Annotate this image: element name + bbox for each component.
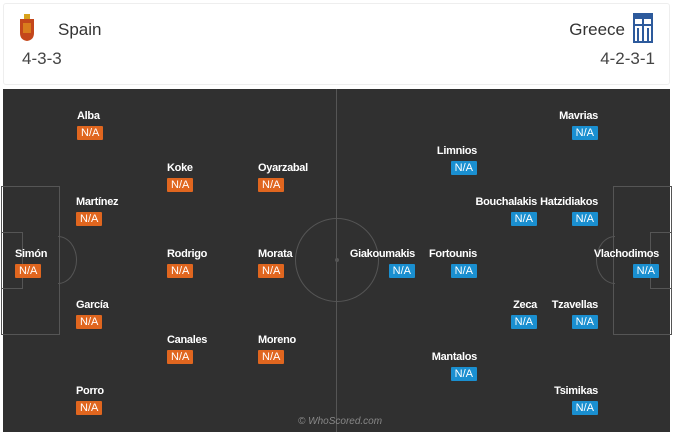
player-name[interactable]: Mantalos xyxy=(431,351,478,363)
center-circle xyxy=(295,218,379,302)
player-rating-badge: N/A xyxy=(632,264,659,278)
player-rating-badge: N/A xyxy=(258,264,285,278)
player-rating-badge: N/A xyxy=(167,178,194,192)
spain-crest-icon xyxy=(20,14,34,41)
player-name[interactable]: Simón xyxy=(15,248,48,260)
away-player[interactable]: Bouchalakis N/A xyxy=(475,195,537,226)
home-team-name[interactable]: Spain xyxy=(58,20,102,39)
player-name[interactable]: Porro xyxy=(76,385,104,397)
away-player[interactable]: Hatzidiakos N/A xyxy=(540,195,598,226)
home-player[interactable]: Simón N/A xyxy=(15,247,47,278)
player-name[interactable]: Vlachodimos xyxy=(593,248,659,260)
player-name[interactable]: García xyxy=(76,299,109,311)
player-rating-badge: N/A xyxy=(76,212,103,226)
player-name[interactable]: Giakoumakis xyxy=(349,248,415,260)
home-player[interactable]: Moreno N/A xyxy=(258,333,296,364)
home-player[interactable]: Rodrigo N/A xyxy=(167,247,207,278)
player-name[interactable]: Canales xyxy=(167,334,208,346)
player-name[interactable]: Limnios xyxy=(436,145,477,157)
player-rating-badge: N/A xyxy=(450,161,477,175)
away-player[interactable]: Mantalos N/A xyxy=(432,350,477,381)
home-player[interactable]: Oyarzabal N/A xyxy=(258,161,308,192)
player-rating-badge: N/A xyxy=(450,367,477,381)
home-player[interactable]: Morata N/A xyxy=(258,247,293,278)
player-rating-badge: N/A xyxy=(510,315,537,329)
player-name[interactable]: Morata xyxy=(258,248,293,260)
away-player[interactable]: Tsimikas N/A xyxy=(554,384,598,415)
match-header: Spain 4-3-3 Greece 4-2-3-1 xyxy=(3,3,670,85)
right-goal-area xyxy=(650,232,672,289)
away-player[interactable]: Zeca N/A xyxy=(510,298,537,329)
away-player[interactable]: Giakoumakis N/A xyxy=(350,247,415,278)
home-player[interactable]: Martínez N/A xyxy=(76,195,119,226)
player-rating-badge: N/A xyxy=(571,401,598,415)
player-name[interactable]: Rodrigo xyxy=(167,248,208,260)
away-player[interactable]: Vlachodimos N/A xyxy=(594,247,659,278)
left-goal-area xyxy=(1,232,23,289)
home-formation: 4-3-3 xyxy=(22,49,62,68)
player-name[interactable]: Bouchalakis xyxy=(475,196,537,208)
player-rating-badge: N/A xyxy=(258,350,285,364)
player-name[interactable]: Moreno xyxy=(258,334,296,346)
player-name[interactable]: Fortounis xyxy=(428,248,477,260)
home-player[interactable]: Koke N/A xyxy=(167,161,194,192)
player-rating-badge: N/A xyxy=(571,126,598,140)
home-player[interactable]: Alba N/A xyxy=(77,109,104,140)
player-name[interactable]: Martínez xyxy=(76,196,119,208)
player-rating-badge: N/A xyxy=(167,350,194,364)
away-player[interactable]: Mavrias N/A xyxy=(559,109,598,140)
away-player[interactable]: Tzavellas N/A xyxy=(552,298,598,329)
player-name[interactable]: Tsimikas xyxy=(554,385,598,397)
player-name[interactable]: Hatzidiakos xyxy=(540,196,598,208)
player-rating-badge: N/A xyxy=(388,264,415,278)
away-player[interactable]: Fortounis N/A xyxy=(429,247,477,278)
player-name[interactable]: Koke xyxy=(167,162,193,174)
player-rating-badge: N/A xyxy=(15,264,42,278)
home-player[interactable]: Canales N/A xyxy=(167,333,207,364)
player-rating-badge: N/A xyxy=(450,264,477,278)
pitch: Alba N/A Koke N/A Oyarzabal N/A Martínez N/A Sim… xyxy=(1,89,672,432)
away-team-name[interactable]: Greece xyxy=(569,20,625,39)
player-name[interactable]: Oyarzabal xyxy=(258,162,308,174)
home-player[interactable]: Porro N/A xyxy=(76,384,104,415)
player-name[interactable]: Mavrias xyxy=(559,110,598,122)
home-player[interactable]: García N/A xyxy=(76,298,109,329)
player-name[interactable]: Alba xyxy=(77,110,100,122)
away-formation: 4-2-3-1 xyxy=(600,49,655,68)
player-rating-badge: N/A xyxy=(571,212,598,226)
watermark: © WhoScored.com xyxy=(298,416,383,427)
player-name[interactable]: Tzavellas xyxy=(551,299,599,311)
player-rating-badge: N/A xyxy=(571,315,598,329)
player-rating-badge: N/A xyxy=(77,126,104,140)
player-rating-badge: N/A xyxy=(167,264,194,278)
player-rating-badge: N/A xyxy=(76,401,103,415)
player-rating-badge: N/A xyxy=(76,315,103,329)
player-rating-badge: N/A xyxy=(258,178,285,192)
center-spot xyxy=(335,258,339,262)
player-rating-badge: N/A xyxy=(510,212,537,226)
greece-crest-icon xyxy=(633,13,653,43)
player-name[interactable]: Zeca xyxy=(513,299,537,311)
away-player[interactable]: Limnios N/A xyxy=(437,144,477,175)
